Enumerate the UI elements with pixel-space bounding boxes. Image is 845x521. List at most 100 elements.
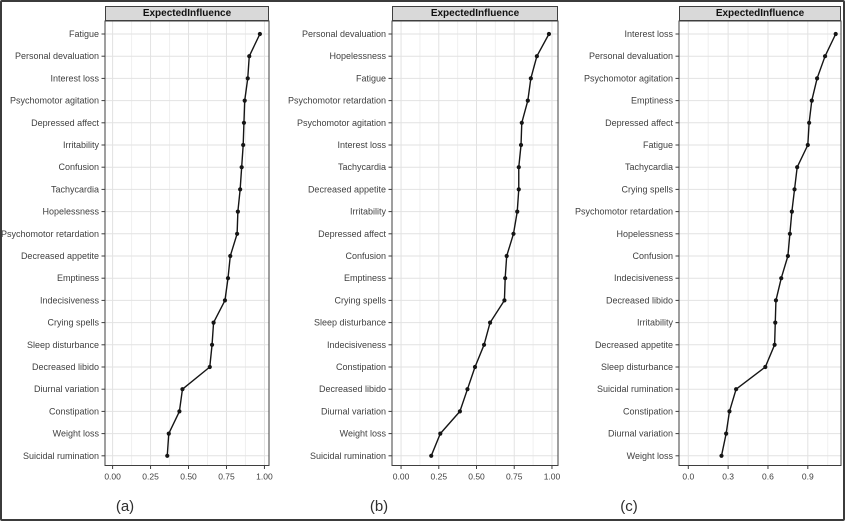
x-tick-label: 0.00 [104, 472, 121, 482]
y-axis-label: Psychomotor agitation [10, 96, 99, 106]
x-tick-label: 0.00 [393, 472, 410, 482]
data-point [719, 453, 724, 458]
data-point [773, 298, 779, 303]
y-axis-label: Diurnal variation [608, 429, 673, 439]
data-point [833, 31, 838, 37]
y-axis-label: Irritability [63, 140, 100, 150]
data-point [239, 165, 244, 170]
data-point [504, 253, 509, 259]
data-point [795, 165, 800, 170]
x-tick-label: 0.25 [142, 472, 159, 482]
y-axis-label: Constipation [623, 406, 673, 416]
y-axis-label: Interest loss [337, 140, 386, 150]
data-point [534, 54, 539, 59]
panel-c-strip-header: ExpectedInfluence [679, 6, 841, 21]
data-point [438, 431, 443, 436]
expected-influence-line [430, 33, 550, 457]
data-point [528, 76, 533, 81]
data-point [225, 276, 231, 281]
y-axis-label: Decreased appetite [595, 340, 673, 350]
y-axis-label: Crying spells [334, 295, 386, 305]
data-point [211, 320, 216, 325]
y-axis-label: Fatigue [643, 140, 673, 150]
x-tick-label: 1.00 [544, 472, 561, 482]
y-axis-label: Crying spells [47, 318, 99, 328]
data-point [180, 387, 185, 392]
y-axis-label: Decreased libido [32, 362, 99, 372]
y-axis-label: Tachycardia [338, 162, 386, 172]
y-axis-label: Hopelessness [329, 51, 386, 61]
y-axis-label: Crying spells [621, 184, 673, 194]
y-axis-label: Irritability [637, 318, 674, 328]
y-axis-label: Decreased libido [606, 295, 673, 305]
data-point [525, 98, 530, 103]
y-axis-label: Fatigue [356, 73, 386, 83]
data-point [516, 187, 521, 192]
y-axis-label: Suicidal rumination [23, 451, 99, 461]
y-axis-label: Personal devaluation [589, 51, 673, 61]
y-axis-label: Emptiness [57, 273, 100, 283]
data-point [235, 209, 240, 214]
x-tick-label: 0.75 [506, 472, 523, 482]
x-tick-label: 0.75 [218, 472, 235, 482]
expected-influence-line [720, 33, 837, 456]
data-point [807, 120, 812, 125]
y-axis-label: Psychomotor agitation [584, 73, 673, 83]
panel-b-strip-label: ExpectedInfluence [430, 8, 520, 19]
panel-a-strip-header: ExpectedInfluence [105, 6, 269, 21]
data-point [238, 187, 243, 192]
data-point [822, 54, 828, 59]
y-axis-label: Interest loss [50, 73, 99, 83]
y-axis-label: Decreased libido [319, 384, 386, 394]
y-axis-label: Personal devaluation [302, 29, 386, 39]
y-axis-label: Sleep disturbance [314, 318, 386, 328]
data-point [727, 409, 732, 414]
data-point [789, 209, 794, 214]
y-axis-label: Suicidal rumination [597, 384, 673, 394]
data-point [465, 387, 470, 392]
panel-b-caption: (b) [369, 498, 389, 515]
x-tick-label: 0.3 [722, 472, 734, 482]
y-axis-label: Suicidal rumination [310, 451, 386, 461]
data-point [511, 231, 516, 236]
y-axis-label: Indecisiveness [40, 295, 100, 305]
data-point [518, 142, 524, 148]
x-tick-label: 0.50 [468, 472, 485, 482]
y-axis-label: Irritability [350, 207, 387, 217]
data-point [166, 431, 171, 436]
y-axis-label: Psychomotor retardation [2, 229, 99, 239]
panel-a-caption: (a) [115, 498, 135, 515]
data-point [779, 276, 784, 281]
data-point [487, 320, 493, 325]
y-axis-label: Depressed affect [605, 118, 673, 128]
data-point [814, 76, 820, 81]
y-axis-label: Weight loss [627, 451, 674, 461]
data-point [763, 364, 768, 370]
y-axis-label: Personal devaluation [15, 51, 99, 61]
data-point [502, 298, 507, 303]
y-axis-label: Confusion [632, 251, 673, 261]
data-point [235, 231, 240, 236]
panel-border [391, 20, 559, 466]
data-point [242, 98, 247, 103]
panel-c-strip-label: ExpectedInfluence [715, 8, 805, 19]
y-axis-label: Constipation [49, 406, 99, 416]
data-point [785, 253, 790, 259]
y-axis-label: Psychomotor retardation [575, 207, 673, 217]
y-axis-label: Psychomotor retardation [288, 96, 386, 106]
y-axis-label: Fatigue [69, 29, 99, 39]
data-point [245, 76, 250, 81]
y-axis-label: Depressed affect [318, 229, 386, 239]
y-axis-label: Interest loss [624, 29, 673, 39]
y-axis-label: Confusion [345, 251, 386, 261]
data-point [429, 453, 434, 458]
data-point [516, 165, 521, 170]
y-axis-label: Indecisiveness [327, 340, 387, 350]
y-axis-label: Constipation [336, 362, 386, 372]
x-tick-label: 0.0 [682, 472, 694, 482]
y-axis-label: Tachycardia [625, 162, 673, 172]
y-axis-label: Hopelessness [616, 229, 673, 239]
data-point [724, 431, 729, 436]
panel-b-strip-header: ExpectedInfluence [392, 6, 558, 21]
data-point [165, 453, 170, 458]
